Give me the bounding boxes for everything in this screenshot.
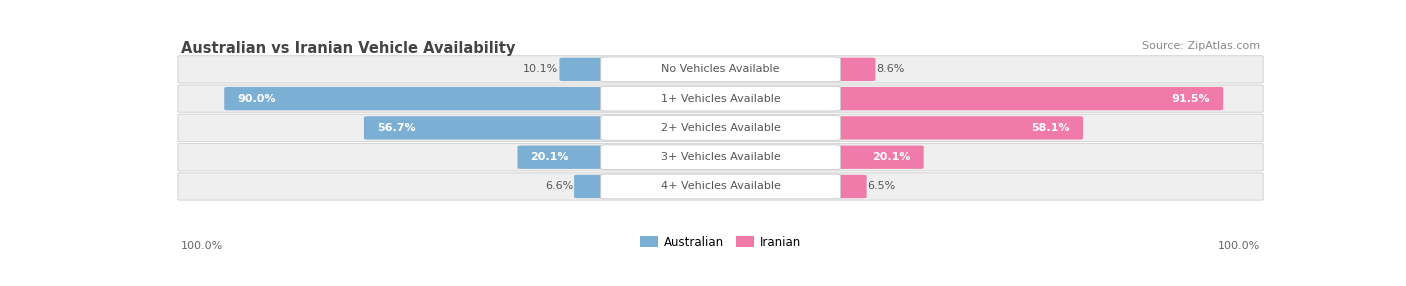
FancyBboxPatch shape: [560, 58, 610, 81]
FancyBboxPatch shape: [831, 58, 876, 81]
Text: 20.1%: 20.1%: [530, 152, 569, 162]
FancyBboxPatch shape: [179, 173, 1263, 200]
Text: 6.6%: 6.6%: [544, 182, 574, 192]
Text: 100.0%: 100.0%: [181, 241, 224, 251]
FancyBboxPatch shape: [600, 145, 841, 170]
FancyBboxPatch shape: [179, 85, 1263, 112]
Text: 20.1%: 20.1%: [872, 152, 911, 162]
Text: 4+ Vehicles Available: 4+ Vehicles Available: [661, 182, 780, 192]
FancyBboxPatch shape: [831, 116, 1083, 140]
Text: 2+ Vehicles Available: 2+ Vehicles Available: [661, 123, 780, 133]
FancyBboxPatch shape: [600, 57, 841, 82]
FancyBboxPatch shape: [600, 116, 841, 140]
FancyBboxPatch shape: [600, 174, 841, 199]
FancyBboxPatch shape: [574, 175, 610, 198]
FancyBboxPatch shape: [831, 87, 1223, 110]
Text: 3+ Vehicles Available: 3+ Vehicles Available: [661, 152, 780, 162]
FancyBboxPatch shape: [831, 146, 924, 169]
FancyBboxPatch shape: [831, 175, 866, 198]
Text: 91.5%: 91.5%: [1171, 94, 1211, 104]
FancyBboxPatch shape: [179, 114, 1263, 142]
Legend: Australian, Iranian: Australian, Iranian: [640, 236, 801, 249]
Text: 8.6%: 8.6%: [876, 64, 905, 74]
Text: Source: ZipAtlas.com: Source: ZipAtlas.com: [1142, 41, 1260, 51]
Text: 10.1%: 10.1%: [523, 64, 558, 74]
Text: Australian vs Iranian Vehicle Availability: Australian vs Iranian Vehicle Availabili…: [181, 41, 516, 56]
FancyBboxPatch shape: [179, 56, 1263, 83]
FancyBboxPatch shape: [224, 87, 610, 110]
Text: 6.5%: 6.5%: [868, 182, 896, 192]
FancyBboxPatch shape: [600, 86, 841, 111]
FancyBboxPatch shape: [179, 144, 1263, 171]
Text: 90.0%: 90.0%: [238, 94, 276, 104]
FancyBboxPatch shape: [364, 116, 610, 140]
Text: 58.1%: 58.1%: [1032, 123, 1070, 133]
Text: 100.0%: 100.0%: [1218, 241, 1260, 251]
Text: No Vehicles Available: No Vehicles Available: [661, 64, 780, 74]
FancyBboxPatch shape: [517, 146, 610, 169]
Text: 56.7%: 56.7%: [377, 123, 416, 133]
Text: 1+ Vehicles Available: 1+ Vehicles Available: [661, 94, 780, 104]
